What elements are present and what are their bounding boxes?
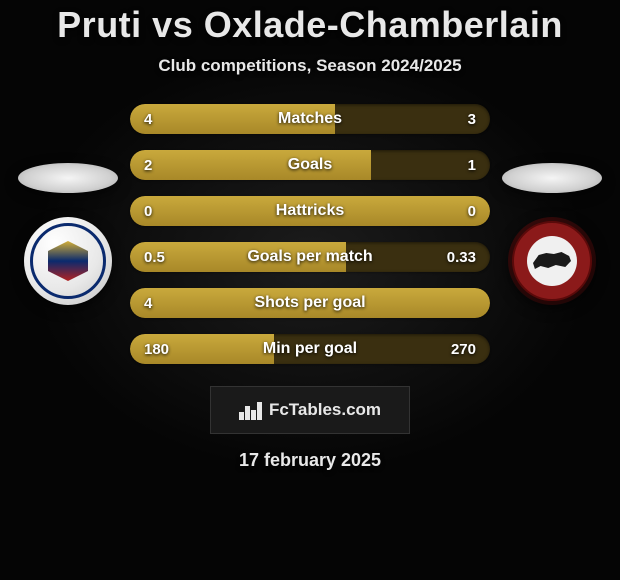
club-badge-left bbox=[24, 217, 112, 305]
stat-value-right: 0.33 bbox=[447, 249, 476, 266]
watermark-text: FcTables.com bbox=[269, 400, 381, 420]
stat-value-left: 0 bbox=[144, 203, 152, 220]
stat-label: Goals per match bbox=[247, 248, 372, 266]
subtitle: Club competitions, Season 2024/2025 bbox=[158, 56, 461, 76]
stat-value-left: 2 bbox=[144, 157, 152, 174]
club-badge-left-crest bbox=[48, 241, 88, 281]
stat-bar: 4 Matches 3 bbox=[130, 104, 490, 134]
comparison-card: Pruti vs Oxlade-Chamberlain Club competi… bbox=[0, 0, 620, 580]
stat-fill bbox=[130, 150, 371, 180]
player-right-column bbox=[502, 163, 602, 305]
stat-bar: 4 Shots per goal bbox=[130, 288, 490, 318]
club-badge-right bbox=[508, 217, 596, 305]
date-label: 17 february 2025 bbox=[239, 450, 381, 471]
stat-bar: 180 Min per goal 270 bbox=[130, 334, 490, 364]
stat-value-right: 270 bbox=[451, 341, 476, 358]
stat-value-left: 180 bbox=[144, 341, 169, 358]
club-badge-right-emblem bbox=[533, 251, 571, 271]
player-left-column bbox=[18, 163, 118, 305]
stat-bar: 2 Goals 1 bbox=[130, 150, 490, 180]
stat-label: Min per goal bbox=[263, 340, 357, 358]
fctables-icon bbox=[239, 400, 263, 420]
club-badge-left-ring bbox=[30, 223, 106, 299]
main-row: 4 Matches 3 2 Goals 1 0 Hattricks 0 0.5 Goals per … bbox=[0, 104, 620, 364]
stat-value-left: 4 bbox=[144, 295, 152, 312]
club-badge-right-ring bbox=[512, 221, 592, 301]
stat-bar: 0 Hattricks 0 bbox=[130, 196, 490, 226]
stat-label: Goals bbox=[288, 156, 332, 174]
page-title: Pruti vs Oxlade-Chamberlain bbox=[57, 4, 563, 46]
stat-value-right: 1 bbox=[468, 157, 476, 174]
stat-value-left: 0.5 bbox=[144, 249, 165, 266]
club-badge-right-center bbox=[527, 236, 577, 286]
player-left-silhouette bbox=[18, 163, 118, 193]
stat-label: Hattricks bbox=[276, 202, 344, 220]
stat-label: Matches bbox=[278, 110, 342, 128]
stats-column: 4 Matches 3 2 Goals 1 0 Hattricks 0 0.5 Goals per … bbox=[130, 104, 490, 364]
watermark: FcTables.com bbox=[210, 386, 410, 434]
stat-bar: 0.5 Goals per match 0.33 bbox=[130, 242, 490, 272]
stat-value-right: 3 bbox=[468, 111, 476, 128]
stat-value-right: 0 bbox=[468, 203, 476, 220]
player-right-silhouette bbox=[502, 163, 602, 193]
stat-label: Shots per goal bbox=[254, 294, 365, 312]
stat-value-left: 4 bbox=[144, 111, 152, 128]
